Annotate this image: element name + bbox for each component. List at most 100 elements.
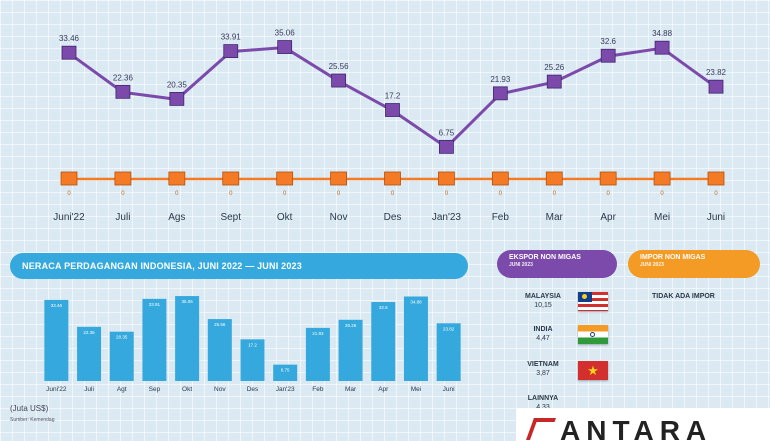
bar-value-label: 17.2 <box>248 342 257 347</box>
bar-value-label: 25.26 <box>345 323 357 328</box>
import-point <box>60 171 78 186</box>
country-value: 4,47 <box>536 335 550 342</box>
bar-value-label: 34.88 <box>410 300 422 305</box>
export-header-subtitle: JUNI 2023 <box>509 262 533 268</box>
country-name: INDIA <box>533 326 553 333</box>
country-value: 3,87 <box>536 370 550 377</box>
unit-label: (Juta US$) <box>10 404 49 413</box>
import-point <box>168 171 186 186</box>
export-value-label: 22.36 <box>113 73 134 82</box>
x-tick-label: Des <box>247 386 259 393</box>
bar-value-label: 33.91 <box>149 302 161 307</box>
country-value: 4,33 <box>513 403 573 412</box>
export-point <box>169 92 185 106</box>
antara-logo-mark-icon <box>525 418 557 440</box>
bar-value-label: 35.06 <box>181 299 193 304</box>
export-value-label: 17.2 <box>385 92 401 101</box>
export-value-label: 21.93 <box>490 75 511 84</box>
import-value-label: 0 <box>391 191 395 197</box>
x-tick-label: Juni <box>443 386 455 393</box>
import-value-label: 0 <box>67 191 71 197</box>
export-point <box>61 45 77 60</box>
x-tick-label: Feb <box>312 386 324 393</box>
bar <box>371 302 396 381</box>
x-tick-label: Nov <box>214 386 226 393</box>
country-other: LAINNYA 4,33 <box>513 394 573 412</box>
x-tick-label: Ags <box>168 212 185 223</box>
import-value-label: 0 <box>445 191 449 197</box>
import-point <box>491 171 509 186</box>
bar <box>273 364 298 381</box>
export-point <box>223 44 239 59</box>
bar <box>240 339 265 381</box>
import-value-label: 0 <box>283 191 287 197</box>
x-tick-label: Juni <box>707 212 725 223</box>
export-point <box>277 40 293 54</box>
bar-value-label: 22.36 <box>83 330 95 335</box>
antara-logo-text: ANTARA <box>560 415 713 441</box>
x-tick-label: Apr <box>600 212 616 223</box>
x-tick-label: Okt <box>182 386 192 393</box>
import-point <box>653 171 671 186</box>
import-value-label: 0 <box>714 191 718 197</box>
country-name: MALAYSIA <box>525 293 561 300</box>
antara-logo: ANTARA <box>516 408 770 441</box>
export-point <box>385 103 400 117</box>
x-tick-label: Apr <box>378 386 389 393</box>
export-point <box>331 73 346 88</box>
bar-value-label: 23.82 <box>443 326 455 331</box>
x-tick-label: Sept <box>220 212 241 223</box>
bar-value-label: 6.75 <box>281 368 290 373</box>
import-point <box>438 171 455 186</box>
x-tick-label: Mar <box>345 386 357 393</box>
import-point <box>222 171 240 186</box>
import-point <box>384 171 401 186</box>
x-tick-label: Des <box>384 212 402 223</box>
chart-title: NERACA PERDAGANGAN INDONESIA, JUNI 2022 … <box>10 253 468 279</box>
export-value-label: 25.26 <box>544 63 565 72</box>
country-name: VIETNAM <box>527 361 559 368</box>
export-point <box>708 79 724 94</box>
bar <box>77 326 102 381</box>
export-point <box>600 48 616 63</box>
import-point <box>707 171 725 186</box>
import-value-label: 0 <box>121 191 125 197</box>
x-tick-label: Juni'22 <box>53 212 85 223</box>
export-point <box>115 84 131 99</box>
bar-value-label: 20.35 <box>116 335 128 340</box>
import-point <box>276 171 294 186</box>
export-value-label: 32.6 <box>600 37 616 46</box>
x-tick-label: Mei <box>411 386 421 393</box>
export-value-label: 6.75 <box>439 128 455 137</box>
x-tick-label: Jan'23 <box>276 386 295 393</box>
import-value-label: 0 <box>553 191 557 197</box>
country-india: INDIA 4,47 <box>513 325 573 343</box>
import-value-label: 0 <box>229 191 233 197</box>
bar <box>44 299 69 381</box>
import-point <box>330 171 347 186</box>
country-value: 10,15 <box>534 302 552 309</box>
bar <box>436 323 461 381</box>
bar-value-label: 32.6 <box>379 305 388 310</box>
import-header-title: IMPOR NON MIGAS <box>640 254 706 261</box>
export-point <box>654 40 670 55</box>
export-value-label: 33.91 <box>221 33 242 42</box>
source-label: Sumber: Kemendag <box>10 417 55 423</box>
bar <box>175 296 200 381</box>
x-tick-label: Okt <box>277 212 293 223</box>
country-vietnam: VIETNAM 3,87 <box>513 360 573 378</box>
country-malaysia: MALAYSIA 10,15 <box>513 292 573 310</box>
trade-line-chart: 33.46 22.36 20.35 33.91 35.06 25.56 17.2 6.75 21… <box>53 29 726 223</box>
x-tick-label: Agt <box>117 386 127 393</box>
x-tick-label: Mei <box>654 212 670 223</box>
export-value-label: 35.06 <box>275 29 296 38</box>
country-name: LAINNYA <box>527 395 559 402</box>
export-point <box>492 86 508 101</box>
export-point <box>546 74 562 89</box>
export-header: EKSPOR NON MIGAS JUNI 2023 <box>497 250 617 278</box>
bar <box>109 331 134 381</box>
import-value-label: 0 <box>606 191 610 197</box>
import-header: IMPOR NON MIGAS JUNI 2023 <box>628 250 760 278</box>
bar <box>338 319 363 381</box>
import-point <box>114 171 132 186</box>
